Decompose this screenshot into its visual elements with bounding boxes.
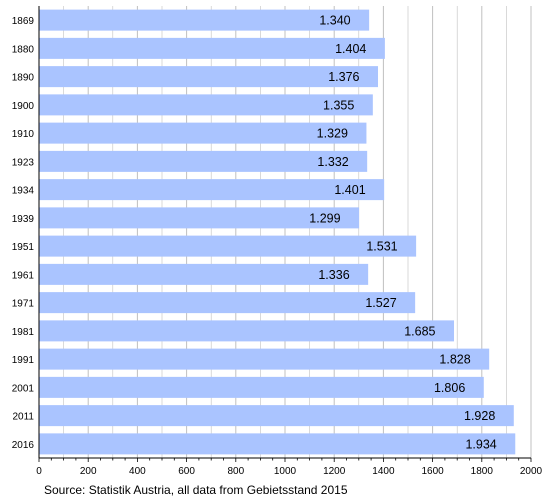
bar-1961 bbox=[39, 263, 369, 285]
bar-1910 bbox=[39, 122, 367, 144]
category-label: 1910 bbox=[12, 129, 35, 140]
bar-value-label: 1.928 bbox=[464, 409, 495, 423]
category-label: 1923 bbox=[12, 157, 35, 168]
bar-1869 bbox=[39, 9, 370, 31]
bar-2001 bbox=[39, 376, 484, 398]
bar-1923 bbox=[39, 150, 368, 172]
x-tick-label: 200 bbox=[80, 466, 97, 477]
bar-value-label: 1.531 bbox=[366, 240, 397, 254]
bar-2016 bbox=[39, 433, 516, 455]
x-tick-label: 1000 bbox=[274, 466, 297, 477]
x-tick-label: 1600 bbox=[421, 466, 444, 477]
source-note: Source: Statistik Austria, all data from… bbox=[44, 483, 348, 497]
category-label: 2016 bbox=[12, 440, 35, 451]
category-label: 2011 bbox=[12, 412, 34, 423]
bar-value-label: 1.329 bbox=[317, 127, 348, 141]
category-label: 1939 bbox=[12, 214, 35, 225]
bar-1991 bbox=[39, 348, 490, 370]
bar-value-label: 1.376 bbox=[328, 70, 359, 84]
category-label: 1961 bbox=[12, 270, 35, 281]
bar-value-label: 1.401 bbox=[334, 183, 365, 197]
bar-1890 bbox=[39, 66, 378, 88]
bar-1939 bbox=[39, 207, 360, 229]
bar-value-label: 1.336 bbox=[318, 268, 349, 282]
category-label: 1900 bbox=[12, 101, 35, 112]
bar-value-label: 1.404 bbox=[335, 42, 366, 56]
bar-value-label: 1.806 bbox=[434, 381, 465, 395]
bar-2011 bbox=[39, 405, 514, 427]
x-tick-label: 1400 bbox=[372, 466, 395, 477]
category-label: 1981 bbox=[12, 327, 35, 338]
bar-1981 bbox=[39, 320, 455, 342]
category-label: 1880 bbox=[12, 44, 35, 55]
category-label: 1890 bbox=[12, 73, 35, 84]
bars: 1.340 1.404 1.376 1.355 1.329 1.332 1.401 1.299… bbox=[39, 9, 516, 455]
category-label: 1869 bbox=[12, 16, 35, 27]
x-tick-label: 1200 bbox=[323, 466, 346, 477]
x-tick-label: 400 bbox=[129, 466, 146, 477]
category-label: 1951 bbox=[12, 242, 35, 253]
bar-value-label: 1.828 bbox=[439, 353, 470, 367]
axes: 1869 1880 1890 1900 1910 1923 1934 1939 1951 1961… bbox=[12, 6, 543, 477]
bar-value-label: 1.934 bbox=[465, 437, 496, 451]
x-tick-label: 600 bbox=[178, 466, 195, 477]
x-tick-label: 0 bbox=[36, 466, 42, 477]
category-label: 1934 bbox=[12, 186, 35, 197]
category-label: 2001 bbox=[12, 383, 35, 394]
bar-value-label: 1.340 bbox=[319, 14, 350, 28]
bar-1880 bbox=[39, 37, 385, 59]
bar-1971 bbox=[39, 292, 416, 314]
bar-value-label: 1.299 bbox=[309, 211, 340, 225]
bar-1934 bbox=[39, 179, 385, 201]
bar-1900 bbox=[39, 94, 373, 116]
category-label: 1971 bbox=[12, 299, 35, 310]
category-label: 1991 bbox=[12, 355, 35, 366]
x-tick-label: 2000 bbox=[520, 466, 543, 477]
bar-value-label: 1.527 bbox=[365, 296, 396, 310]
x-tick-label: 1800 bbox=[471, 466, 494, 477]
bar-value-label: 1.685 bbox=[404, 324, 435, 338]
bar-value-label: 1.332 bbox=[317, 155, 348, 169]
x-tick-label: 800 bbox=[227, 466, 244, 477]
bar-1951 bbox=[39, 235, 417, 257]
bar-value-label: 1.355 bbox=[323, 98, 354, 112]
